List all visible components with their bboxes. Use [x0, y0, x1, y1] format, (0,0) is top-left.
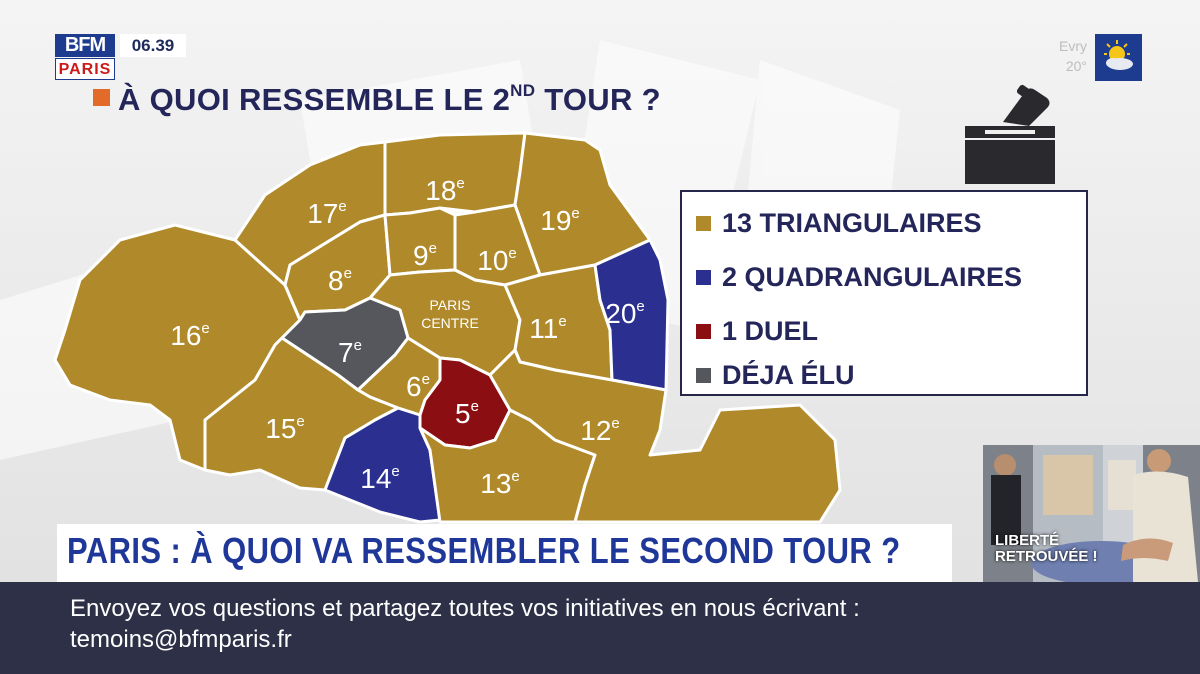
legend-text-triangulaires: 13 TRIANGULAIRES: [722, 207, 982, 238]
ballot-box-icon: [965, 84, 1055, 184]
clock: 06.39: [120, 34, 186, 57]
arrondissement-label-16: 16e: [170, 320, 210, 351]
arrondissement-label-centre: PARIS CENTRE: [421, 297, 479, 331]
legend-item-quadrangulaires: 2 QUADRANGULAIRES: [696, 260, 1022, 294]
title-prefix: À QUOI RESSEMBLE LE 2: [118, 82, 511, 117]
bottom-ticker: Envoyez vos questions et partagez toutes…: [0, 582, 1200, 674]
title-sup: ND: [510, 80, 536, 100]
arrondissement-12: [488, 348, 842, 524]
legend-swatch-triangulaires: [696, 215, 711, 231]
arrondissement-label-13: 13e: [480, 468, 520, 499]
paris-map: 16e 17e 18e 19e 8e 9e 10e PARIS CENTRE 11e 20e 7e 6e…: [53, 131, 842, 524]
arrondissement-label-19: 19e: [540, 205, 580, 236]
legend-item-duel: 1 DUEL: [696, 314, 818, 348]
ticker-line-1: Envoyez vos questions et partagez toutes…: [70, 595, 860, 622]
arrondissement-label-7: 7e: [338, 337, 362, 368]
title-accent-square: [93, 89, 110, 106]
video-thumbnail[interactable]: LIBERTÉ RETROUVÉE !: [983, 445, 1200, 582]
arrondissement-label-14: 14e: [360, 463, 400, 494]
sun-cloud-icon: [1095, 34, 1142, 81]
weather-temp: 20°: [1065, 58, 1087, 74]
arrondissement-label-11: 11e: [529, 313, 566, 344]
thumbnail-label: LIBERTÉ RETROUVÉE !: [995, 533, 1098, 565]
arrondissement-label-9: 9e: [413, 240, 437, 271]
legend-item-triangulaires: 13 TRIANGULAIRES: [696, 206, 982, 240]
thumbnail-label-line1: LIBERTÉ: [995, 532, 1060, 549]
headline-text: PARIS : À QUOI VA RESSEMBLER LE SECOND T…: [67, 530, 901, 571]
arrondissement-label-6: 6e: [406, 371, 430, 402]
arrondissement-label-18: 18e: [425, 175, 465, 206]
page-title: À QUOI RESSEMBLE LE 2ND TOUR ?: [118, 80, 661, 118]
arrondissement-label-12: 12e: [580, 415, 620, 446]
legend-swatch-deja-elu: [696, 367, 711, 383]
channel-logo: BFM PARIS: [55, 34, 115, 80]
ticker-line-2: temoins@bfmparis.fr: [70, 626, 292, 653]
legend-text-duel: 1 DUEL: [722, 315, 819, 346]
arrondissement-label-8: 8e: [328, 265, 352, 296]
thumbnail-label-line2: RETROUVÉE !: [995, 548, 1098, 565]
title-suffix: TOUR ?: [535, 82, 661, 117]
logo-bfm: BFM: [55, 34, 115, 57]
arrondissement-label-10: 10e: [477, 245, 517, 276]
legend-swatch-duel: [696, 323, 711, 339]
legend-text-quadrangulaires: 2 QUADRANGULAIRES: [722, 261, 1023, 292]
legend-swatch-quadrangulaires: [696, 269, 711, 285]
arrondissement-label-15: 15e: [265, 413, 305, 444]
arrondissement-label-5: 5e: [455, 398, 479, 429]
thumbnail-image: [983, 445, 1200, 582]
headline-banner: PARIS : À QUOI VA RESSEMBLER LE SECOND T…: [57, 524, 952, 582]
legend-text-deja-elu: DÉJA ÉLU: [722, 359, 855, 390]
logo-paris: PARIS: [55, 58, 115, 80]
weather-city: Evry: [1059, 38, 1087, 54]
arrondissement-label-17: 17e: [307, 198, 347, 229]
legend-item-deja-elu: DÉJA ÉLU: [696, 358, 855, 392]
legend: 13 TRIANGULAIRES 2 QUADRANGULAIRES 1 DUE…: [680, 190, 1088, 396]
arrondissement-label-20: 20e: [605, 298, 645, 329]
